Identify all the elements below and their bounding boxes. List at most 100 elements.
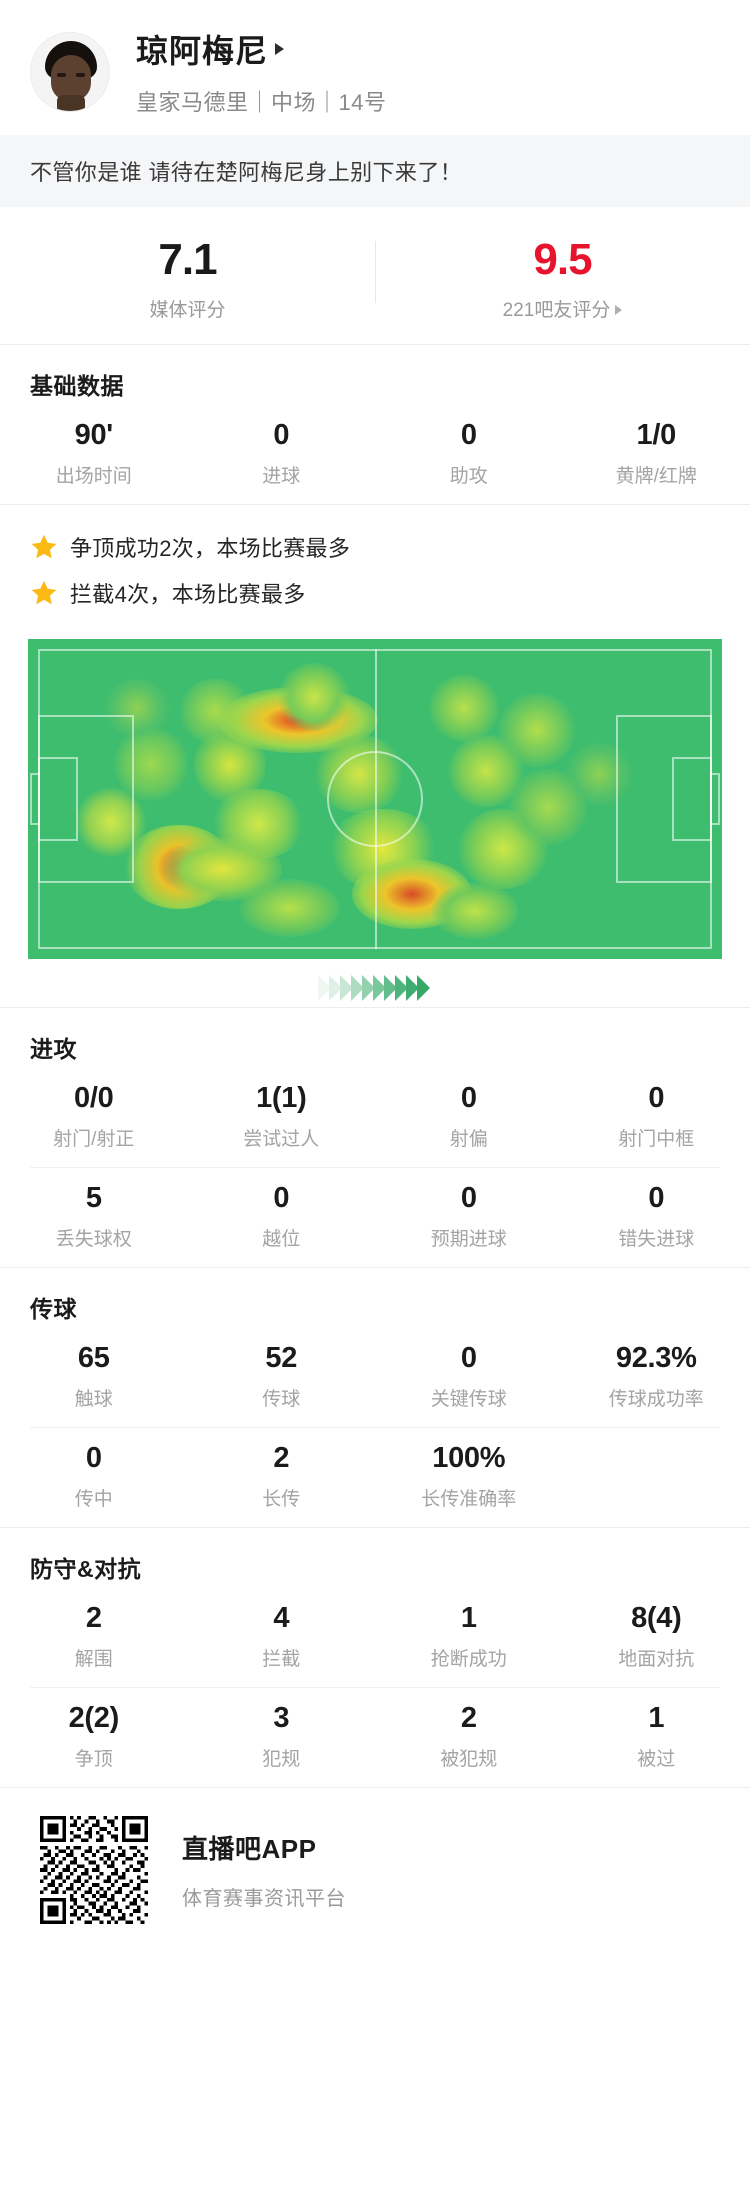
stat-label: 预期进球	[430, 1229, 507, 1250]
stat-value: 1	[648, 1702, 665, 1734]
stat-cell: 2 被犯规	[375, 1702, 563, 1771]
comment-banner: 不管你是谁 请待在楚阿梅尼身上别下来了！	[0, 135, 750, 207]
app-footer: 直播吧APP 体育赛事资讯平台	[0, 1788, 750, 1948]
stat-label: 抢断成功	[430, 1649, 507, 1670]
stat-label: 地面对抗	[618, 1649, 695, 1670]
stat-value: 0	[648, 1182, 665, 1214]
stat-label: 争顶	[74, 1749, 113, 1770]
chevron-right-icon	[615, 305, 623, 315]
stat-label: 长传	[262, 1489, 301, 1510]
rating-fans-label[interactable]: 221吧友评分	[375, 295, 750, 322]
stat-cell: 1(1) 尝试过人	[188, 1082, 376, 1151]
divider	[0, 1787, 750, 1788]
stat-cell: 0 助攻	[375, 419, 563, 488]
heat-blob	[114, 727, 188, 801]
star-icon	[31, 534, 57, 559]
player-name-row[interactable]: 琼阿梅尼	[136, 26, 386, 72]
stat-value: 52	[265, 1342, 298, 1374]
heatmap-pitch[interactable]	[28, 639, 722, 959]
stat-cell: 0 关键传球	[375, 1342, 563, 1411]
player-meta: 皇家马德里｜中场｜14号	[136, 90, 387, 115]
stat-row: 2 解围 4 拦截 1 抢断成功 8(4) 地面对抗	[0, 1588, 750, 1687]
stat-row: 0 传中 2 长传 100% 长传准确率	[0, 1428, 750, 1527]
avatar[interactable]	[30, 31, 110, 112]
stat-cell: 1/0 黄牌/红牌	[563, 419, 750, 488]
pitch-center-circle	[327, 751, 423, 847]
stat-cell: 0 预期进球	[375, 1182, 563, 1251]
stat-cell: 0 错失进球	[563, 1182, 750, 1251]
heatmap-section	[0, 633, 750, 959]
rating-fans[interactable]: 9.5 221吧友评分	[375, 235, 750, 322]
pitch-goal-left	[30, 773, 40, 825]
stat-cell: 8(4) 地面对抗	[563, 1602, 750, 1671]
stat-value: 5	[85, 1182, 102, 1214]
stat-value: 1	[460, 1602, 477, 1634]
stat-label: 长传准确率	[421, 1489, 517, 1510]
chevron-right-icon	[406, 975, 419, 1001]
stat-cell: 52 传球	[188, 1342, 376, 1411]
stat-cell-empty	[563, 1442, 750, 1511]
highlight-text: 争顶成功2次，本场比赛最多	[70, 536, 351, 561]
stat-label: 黄牌/红牌	[615, 466, 697, 487]
stat-label: 错失进球	[618, 1229, 695, 1250]
stat-label: 助攻	[449, 466, 488, 487]
stat-cell: 2 解围	[0, 1602, 188, 1671]
chevron-right-icon	[395, 975, 408, 1001]
stat-row: 90' 出场时间 0 进球 0 助攻 1/0 黄牌/红牌	[0, 405, 750, 504]
section-title-defense: 防守&对抗	[30, 1556, 142, 1582]
stat-label: 射偏	[449, 1129, 488, 1150]
section-title-attack: 进攻	[30, 1036, 77, 1062]
heat-blob	[432, 883, 518, 939]
stat-label: 越位	[262, 1229, 301, 1250]
stat-label: 射门中框	[618, 1129, 695, 1150]
stat-label: 关键传球	[430, 1389, 507, 1410]
stat-label: 丢失球权	[55, 1229, 132, 1250]
qr-code[interactable]	[40, 1816, 148, 1924]
divider	[0, 1527, 750, 1528]
heat-blob	[104, 679, 170, 737]
stat-value: 0	[85, 1442, 102, 1474]
chevron-right-icon	[275, 43, 285, 55]
stat-label: 解围	[74, 1649, 113, 1670]
rating-media-label: 媒体评分	[149, 300, 226, 321]
stat-cell: 0 进球	[188, 419, 376, 488]
stat-label: 进球	[262, 466, 301, 487]
stat-row: 2(2) 争顶 3 犯规 2 被犯规 1 被过	[0, 1688, 750, 1787]
heat-blob	[278, 663, 350, 731]
heat-blob	[566, 743, 632, 805]
stat-label: 拦截	[262, 1649, 301, 1670]
avatar-neck	[57, 94, 85, 111]
stat-cell: 90' 出场时间	[0, 419, 188, 488]
stat-value: 0	[460, 1342, 477, 1374]
stat-label: 被犯规	[440, 1749, 498, 1770]
ratings-row: 7.1 媒体评分 9.5 221吧友评分	[0, 207, 750, 344]
stat-value: 92.3%	[615, 1342, 697, 1374]
list-item: 争顶成功2次，本场比赛最多	[30, 531, 720, 563]
rating-media-value: 7.1	[158, 235, 217, 284]
heat-blob	[498, 693, 576, 767]
app-info: 直播吧APP 体育赛事资讯平台	[182, 1829, 346, 1911]
stat-value: 0	[273, 1182, 290, 1214]
stat-label: 传球成功率	[608, 1389, 704, 1410]
stat-value: 65	[77, 1342, 110, 1374]
avatar-face	[51, 54, 91, 101]
section-title-passing: 传球	[30, 1296, 77, 1322]
rating-media: 7.1 媒体评分	[0, 235, 375, 322]
chevron-right-icon	[340, 975, 353, 1001]
row-divider	[30, 1687, 720, 1688]
divider	[0, 504, 750, 505]
stat-value: 2	[273, 1442, 290, 1474]
stat-cell: 0 传中	[0, 1442, 188, 1511]
stat-value: 0	[273, 419, 290, 451]
stat-cell: 2(2) 争顶	[0, 1702, 188, 1771]
stat-cell: 4 拦截	[188, 1602, 376, 1671]
player-header: 琼阿梅尼 皇家马德里｜中场｜14号	[0, 0, 750, 135]
stat-label: 尝试过人	[243, 1129, 320, 1150]
stat-row: 65 触球 52 传球 0 关键传球 92.3% 传球成功率	[0, 1328, 750, 1427]
stat-row: 0/0 射门/射正 1(1) 尝试过人 0 射偏 0 射门中框	[0, 1068, 750, 1167]
list-item: 拦截4次，本场比赛最多	[30, 577, 720, 609]
app-tagline: 体育赛事资讯平台	[182, 1888, 346, 1910]
star-icon	[31, 580, 57, 605]
player-info: 琼阿梅尼 皇家马德里｜中场｜14号	[136, 26, 386, 117]
stat-cell: 0 射偏	[375, 1082, 563, 1151]
